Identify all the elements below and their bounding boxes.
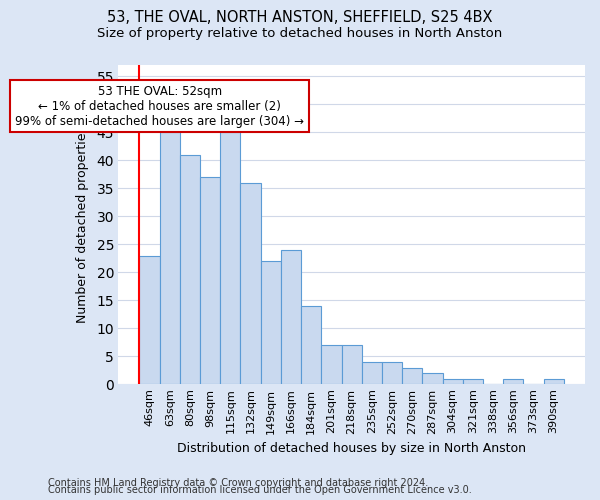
Text: 53 THE OVAL: 52sqm
← 1% of detached houses are smaller (2)
99% of semi-detached : 53 THE OVAL: 52sqm ← 1% of detached hous… [15,84,304,128]
Bar [160,132,180,384]
Text: Size of property relative to detached houses in North Anston: Size of property relative to detached ho… [97,28,503,40]
Text: 53, THE OVAL, NORTH ANSTON, SHEFFIELD, S25 4BX: 53, THE OVAL, NORTH ANSTON, SHEFFIELD, S… [107,10,493,25]
Bar [139,256,160,384]
Bar [544,379,564,384]
Bar [422,373,443,384]
Text: Contains HM Land Registry data © Crown copyright and database right 2024.: Contains HM Land Registry data © Crown c… [48,478,428,488]
Bar [200,177,220,384]
Bar [260,261,281,384]
Bar [322,345,341,385]
Bar [180,154,200,384]
Bar [402,368,422,384]
Bar [362,362,382,384]
Bar [341,345,362,385]
Bar [463,379,483,384]
X-axis label: Distribution of detached houses by size in North Anston: Distribution of detached houses by size … [177,442,526,455]
Bar [241,182,260,384]
Text: Contains public sector information licensed under the Open Government Licence v3: Contains public sector information licen… [48,485,472,495]
Bar [301,306,322,384]
Y-axis label: Number of detached properties: Number of detached properties [76,126,89,323]
Bar [382,362,402,384]
Bar [220,132,241,384]
Bar [281,250,301,384]
Bar [443,379,463,384]
Bar [503,379,523,384]
